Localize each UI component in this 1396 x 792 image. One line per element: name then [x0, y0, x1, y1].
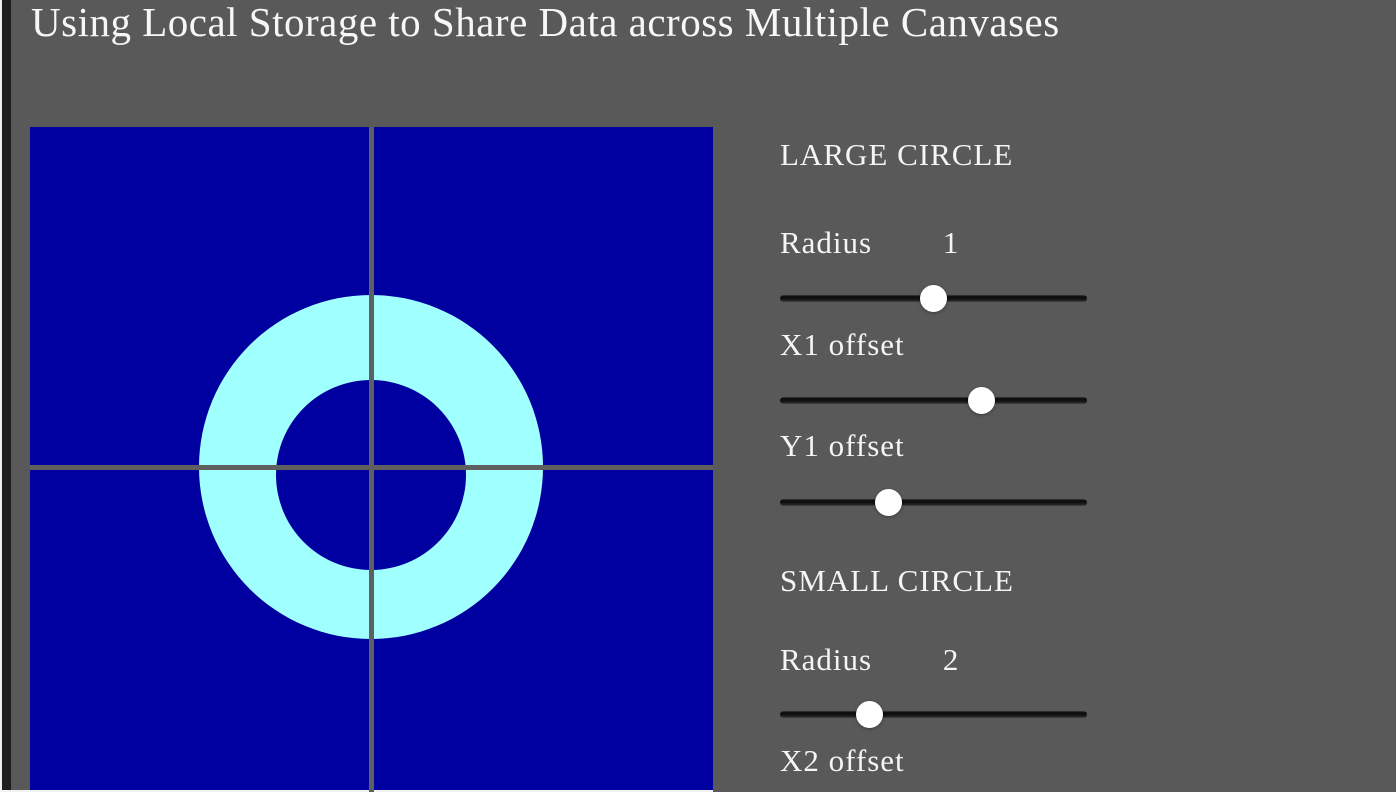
crosshair-horizontal-line [30, 465, 713, 470]
y1-offset-slider[interactable] [780, 489, 1087, 516]
x1-offset-slider[interactable] [780, 387, 1087, 414]
page-bottom-edge [0, 790, 713, 792]
crosshair-vertical-line [369, 127, 374, 792]
section-heading-large-circle: LARGE CIRCLE [780, 137, 1014, 172]
y1-offset-label: Y1 offset [780, 428, 905, 463]
x1-offset-label: X1 offset [780, 327, 905, 362]
radius1-slider[interactable] [780, 285, 1087, 312]
page-title: Using Local Storage to Share Data across… [31, 0, 1060, 45]
x2-offset-label: X2 offset [780, 743, 905, 778]
section-heading-small-circle: SMALL CIRCLE [780, 563, 1014, 598]
window-left-edge-highlight [0, 0, 2, 792]
window-left-edge-border [2, 0, 11, 792]
radius2-label: Radius 2 [780, 642, 960, 677]
radius2-slider[interactable] [780, 701, 1087, 728]
radius1-label: Radius 1 [780, 225, 960, 260]
drawing-canvas [30, 127, 713, 792]
